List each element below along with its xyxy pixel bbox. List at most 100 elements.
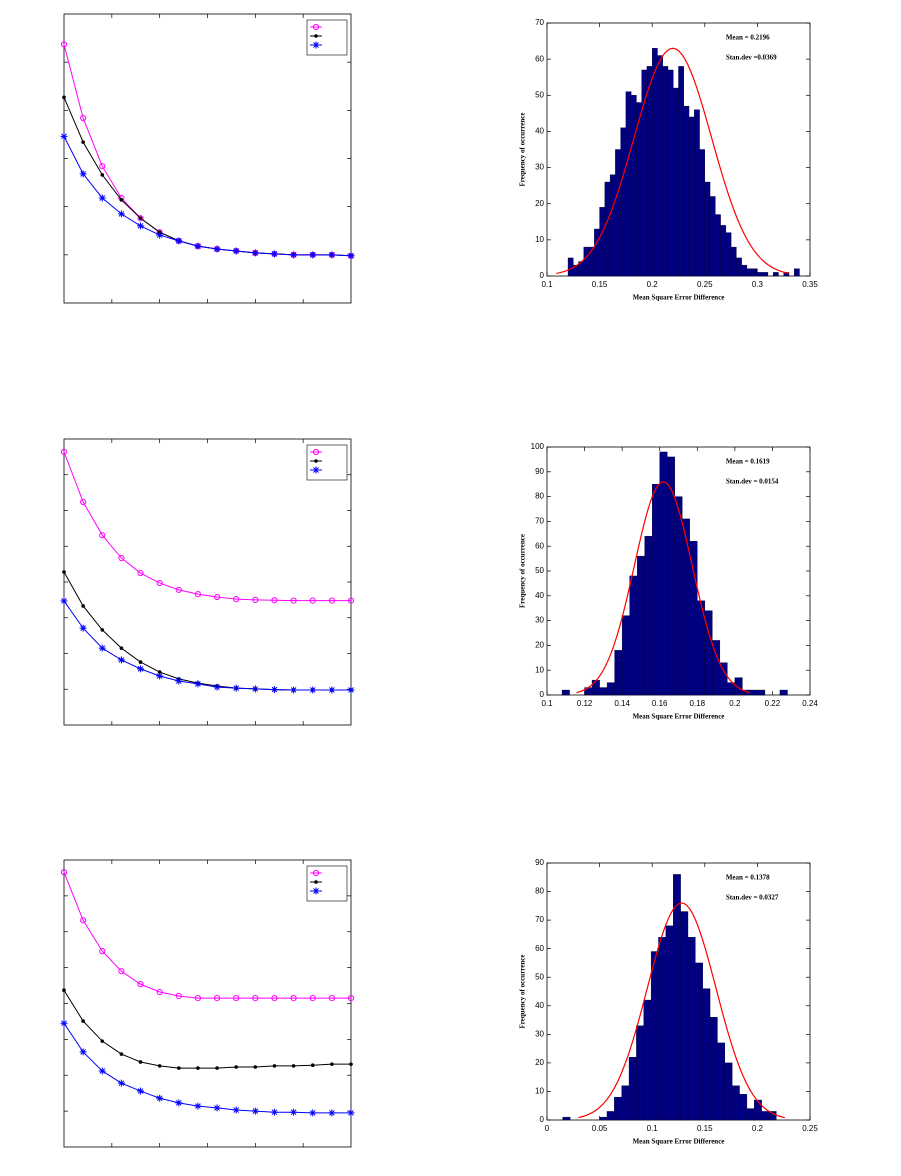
marker — [60, 41, 68, 48]
histogram-bar — [719, 662, 728, 696]
histogram-bar — [674, 496, 683, 696]
marker — [310, 1063, 315, 1068]
histogram-bar — [730, 246, 737, 277]
histogram-bar — [694, 109, 700, 277]
histogram-bar — [689, 541, 698, 696]
x-tick-label: 0.2 — [752, 1124, 764, 1133]
histogram-bar — [772, 272, 779, 277]
marker — [194, 995, 202, 1002]
histogram-bar — [768, 1111, 777, 1121]
legend-marker — [312, 41, 320, 49]
marker — [156, 672, 164, 680]
y-tick-label: 50 — [535, 90, 544, 99]
histogram-bar — [779, 689, 788, 696]
y-tick-label: 80 — [535, 492, 544, 501]
marker — [251, 249, 259, 257]
histogram-bar — [715, 214, 721, 277]
annotation: Stan.dev = 0.0154 — [726, 478, 779, 486]
histogram-bar — [665, 925, 674, 1121]
marker — [98, 644, 106, 652]
marker — [270, 250, 278, 258]
legend-box — [306, 444, 348, 481]
marker — [251, 1107, 259, 1115]
y-tick-label: 0 — [540, 271, 545, 280]
y-tick-label: 60 — [535, 944, 544, 953]
marker — [232, 1106, 240, 1114]
marker — [99, 532, 106, 539]
marker — [117, 1079, 125, 1087]
histogram-bar — [630, 95, 637, 277]
marker — [270, 686, 278, 694]
histogram-bar — [741, 264, 748, 277]
annotation: Stan.dev = 0.0327 — [726, 894, 779, 902]
marker — [309, 251, 317, 259]
marker — [157, 670, 162, 674]
marker — [215, 1066, 219, 1070]
histogram-bar — [625, 91, 632, 277]
marker — [79, 170, 87, 178]
y-tick-label: 40 — [535, 591, 544, 600]
histogram-bar — [725, 232, 732, 277]
marker — [328, 1109, 336, 1117]
histogram-bar — [562, 1116, 571, 1121]
marker — [137, 1087, 145, 1095]
marker — [291, 1064, 296, 1068]
legend-box — [306, 865, 348, 902]
histogram-bar — [621, 1085, 630, 1121]
series-line — [63, 136, 352, 257]
marker — [328, 597, 335, 604]
histogram-bar — [583, 246, 590, 277]
histogram-bar — [629, 575, 638, 696]
marker — [62, 95, 66, 100]
marker — [117, 656, 125, 664]
histogram-bar — [731, 1085, 740, 1121]
histogram-bar — [652, 484, 660, 696]
marker — [213, 995, 221, 1002]
marker — [270, 1108, 278, 1116]
marker — [290, 995, 297, 1002]
histogram-bar — [628, 1056, 637, 1121]
marker — [328, 251, 336, 259]
marker — [347, 686, 355, 694]
x-tick-label: 0.2 — [647, 280, 659, 289]
x-tick-label: 0.22 — [765, 699, 781, 708]
histogram-bar — [682, 518, 690, 696]
histogram-bar — [762, 272, 769, 277]
y-tick-label: 90 — [535, 467, 544, 476]
histogram-bar — [567, 257, 574, 277]
y-tick-label: 70 — [535, 517, 544, 526]
y-tick-label: 40 — [535, 1001, 544, 1010]
marker — [81, 1019, 85, 1023]
marker — [309, 1109, 317, 1117]
annotation: Stan.dev =0.0369 — [726, 54, 777, 62]
marker — [79, 624, 87, 632]
marker — [119, 1052, 124, 1056]
marker — [138, 216, 143, 221]
y-axis-label: Frequency of occurrence — [519, 955, 527, 1029]
x-tick-label: 0.12 — [577, 699, 593, 708]
marker — [156, 988, 163, 996]
histogram-bar — [606, 682, 615, 696]
marker — [100, 173, 105, 177]
marker — [290, 251, 298, 259]
legend-marker — [312, 869, 320, 877]
legend-marker — [312, 448, 320, 456]
marker — [347, 252, 355, 260]
fit-curve — [576, 481, 751, 694]
marker — [117, 210, 125, 218]
marker — [60, 1019, 68, 1027]
marker — [175, 677, 183, 685]
histogram-bar — [757, 689, 766, 696]
marker — [213, 245, 221, 253]
histogram-bar — [621, 615, 630, 696]
marker — [156, 1094, 164, 1102]
histogram-bar — [620, 127, 627, 277]
histogram-bar — [739, 1094, 748, 1121]
histogram-bar — [678, 66, 684, 277]
marker — [98, 1067, 106, 1075]
histogram-bar — [657, 55, 663, 277]
annotation: Mean = 0.2196 — [726, 34, 770, 42]
histogram-bar — [614, 1096, 622, 1121]
marker — [309, 995, 316, 1002]
